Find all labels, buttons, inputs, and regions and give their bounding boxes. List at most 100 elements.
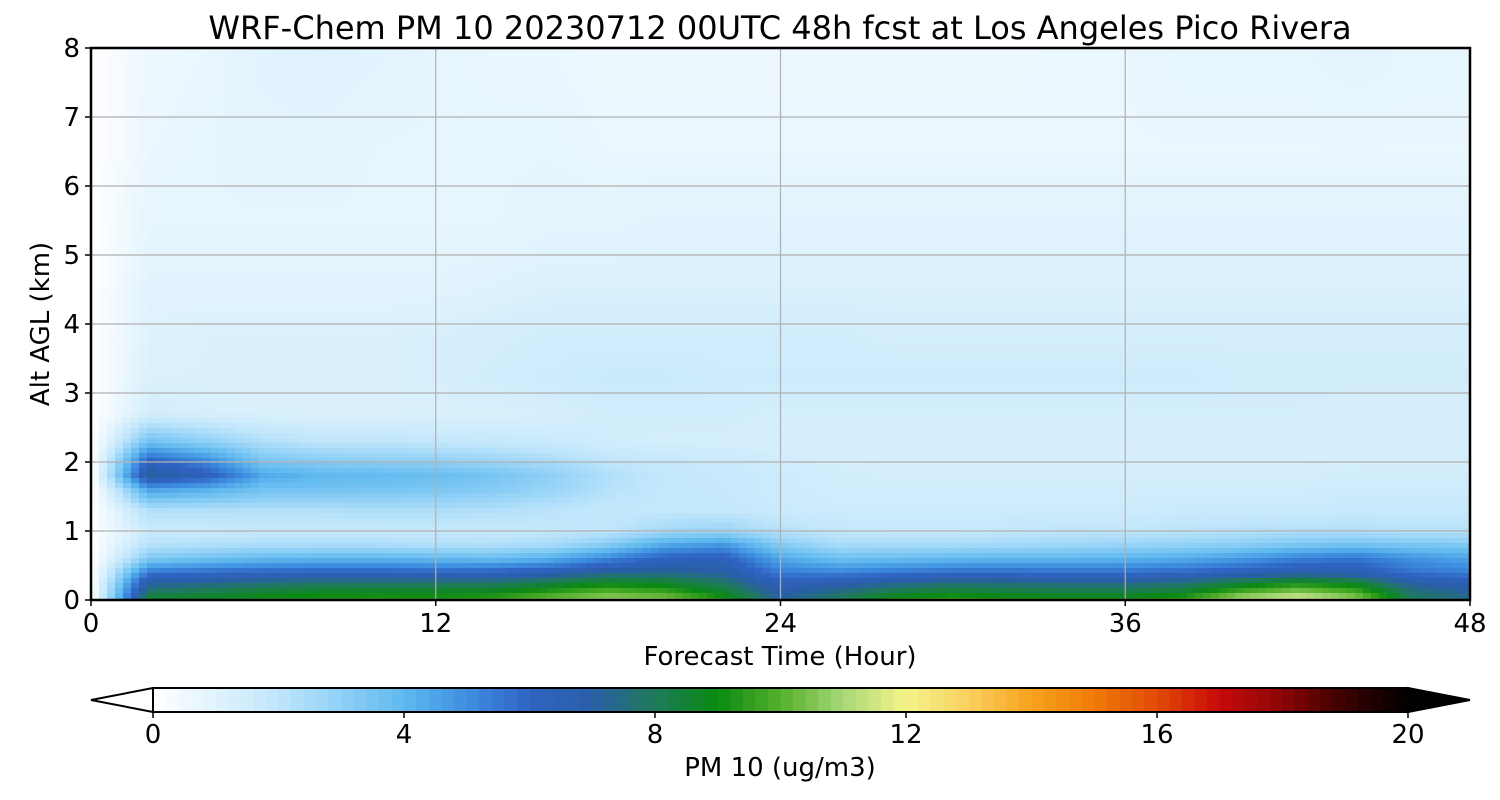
heatmap-cell <box>1187 123 1196 129</box>
heatmap-cell <box>1443 68 1452 74</box>
heatmap-cell <box>251 133 260 139</box>
heatmap-cell <box>1019 138 1028 144</box>
heatmap-cell <box>619 78 628 84</box>
heatmap-cell <box>227 163 236 169</box>
heatmap-cell <box>363 188 372 194</box>
heatmap-cell <box>211 83 220 89</box>
heatmap-cell <box>91 53 100 59</box>
heatmap-cell <box>1347 118 1356 124</box>
heatmap-cell <box>1011 143 1020 149</box>
heatmap-cell <box>443 153 452 159</box>
heatmap-cell <box>891 93 900 99</box>
heatmap-cell <box>939 188 948 194</box>
heatmap-cell <box>747 153 756 159</box>
heatmap-cell <box>259 103 268 109</box>
heatmap-cell <box>1195 58 1204 64</box>
heatmap-cell <box>475 78 484 84</box>
heatmap-cell <box>579 143 588 149</box>
heatmap-cell <box>523 133 532 139</box>
heatmap-cell <box>219 138 228 144</box>
heatmap-cell <box>619 88 628 94</box>
heatmap-cell <box>1283 63 1292 69</box>
heatmap-cell <box>819 168 828 174</box>
heatmap-cell <box>1411 118 1420 124</box>
heatmap-cell <box>371 148 380 154</box>
heatmap-cell <box>1203 173 1212 179</box>
heatmap-cell <box>971 168 980 174</box>
heatmap-cell <box>459 68 468 74</box>
heatmap-cell <box>411 118 420 124</box>
heatmap-cell <box>147 113 156 119</box>
heatmap-cell <box>515 108 524 114</box>
heatmap-cell <box>347 163 356 169</box>
heatmap-cell <box>1035 53 1044 59</box>
heatmap-cell <box>1179 173 1188 179</box>
heatmap-cell <box>835 148 844 154</box>
heatmap-cell <box>243 133 252 139</box>
heatmap-cell <box>499 98 508 104</box>
heatmap-cell <box>947 153 956 159</box>
heatmap-cell <box>379 133 388 139</box>
heatmap-cell <box>1395 108 1404 114</box>
heatmap-cell <box>275 128 284 134</box>
heatmap-cell <box>579 133 588 139</box>
heatmap-cell <box>155 63 164 69</box>
heatmap-cell <box>1379 93 1388 99</box>
heatmap-cell <box>307 93 316 99</box>
heatmap-cell <box>235 58 244 64</box>
heatmap-cell <box>515 103 524 109</box>
heatmap-cell <box>803 98 812 104</box>
heatmap-cell <box>1003 113 1012 119</box>
heatmap-cell <box>1275 73 1284 79</box>
heatmap-cell <box>1019 133 1028 139</box>
heatmap-cell <box>499 103 508 109</box>
heatmap-cell <box>883 78 892 84</box>
heatmap-cell <box>1379 143 1388 149</box>
heatmap-cell <box>1283 148 1292 154</box>
heatmap-cell <box>675 158 684 164</box>
heatmap-cell <box>1243 173 1252 179</box>
heatmap-cell <box>531 113 540 119</box>
heatmap-cell <box>1435 148 1444 154</box>
heatmap-cell <box>819 73 828 79</box>
heatmap-cell <box>771 173 780 179</box>
heatmap-cell <box>955 118 964 124</box>
heatmap-cell <box>931 113 940 119</box>
heatmap-cell <box>267 168 276 174</box>
heatmap-cell <box>147 143 156 149</box>
heatmap-cell <box>403 88 412 94</box>
heatmap-cell <box>715 78 724 84</box>
heatmap-cell <box>1387 173 1396 179</box>
heatmap-cell <box>235 118 244 124</box>
heatmap-cell <box>179 143 188 149</box>
heatmap-cell <box>547 178 556 184</box>
heatmap-cell <box>611 133 620 139</box>
heatmap-cell <box>1155 98 1164 104</box>
heatmap-cell <box>1363 173 1372 179</box>
heatmap-cell <box>99 73 108 79</box>
heatmap-cell <box>419 143 428 149</box>
heatmap-cell <box>1011 63 1020 69</box>
heatmap-cell <box>1099 133 1108 139</box>
heatmap-cell <box>1411 153 1420 159</box>
heatmap-cell <box>283 108 292 114</box>
heatmap-cell <box>963 173 972 179</box>
heatmap-cell <box>419 78 428 84</box>
heatmap-cell <box>299 123 308 129</box>
heatmap-cell <box>1371 143 1380 149</box>
heatmap-cell <box>395 133 404 139</box>
heatmap-cell <box>1203 168 1212 174</box>
heatmap-cell <box>675 98 684 104</box>
heatmap-cell <box>731 128 740 134</box>
heatmap-cell <box>1219 178 1228 184</box>
heatmap-cell <box>1355 68 1364 74</box>
heatmap-cell <box>187 188 196 194</box>
heatmap-cell <box>675 103 684 109</box>
heatmap-cell <box>339 178 348 184</box>
heatmap-cell <box>819 68 828 74</box>
heatmap-cell <box>1467 113 1476 119</box>
heatmap-cell <box>459 148 468 154</box>
heatmap-cell <box>259 98 268 104</box>
heatmap-cell <box>155 113 164 119</box>
heatmap-cell <box>1443 148 1452 154</box>
